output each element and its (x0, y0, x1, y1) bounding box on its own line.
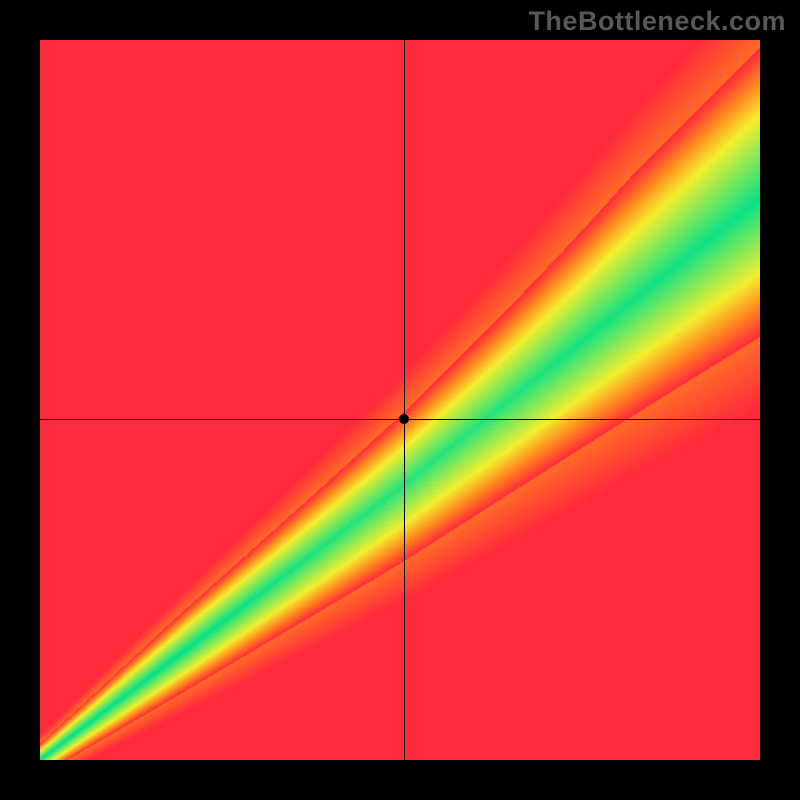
crosshair-vertical (404, 40, 405, 760)
heatmap-canvas (40, 40, 760, 760)
chart-root: TheBottleneck.com (0, 0, 800, 800)
watermark-text: TheBottleneck.com (528, 6, 786, 37)
plot-area (40, 40, 760, 760)
crosshair-marker (399, 414, 409, 424)
